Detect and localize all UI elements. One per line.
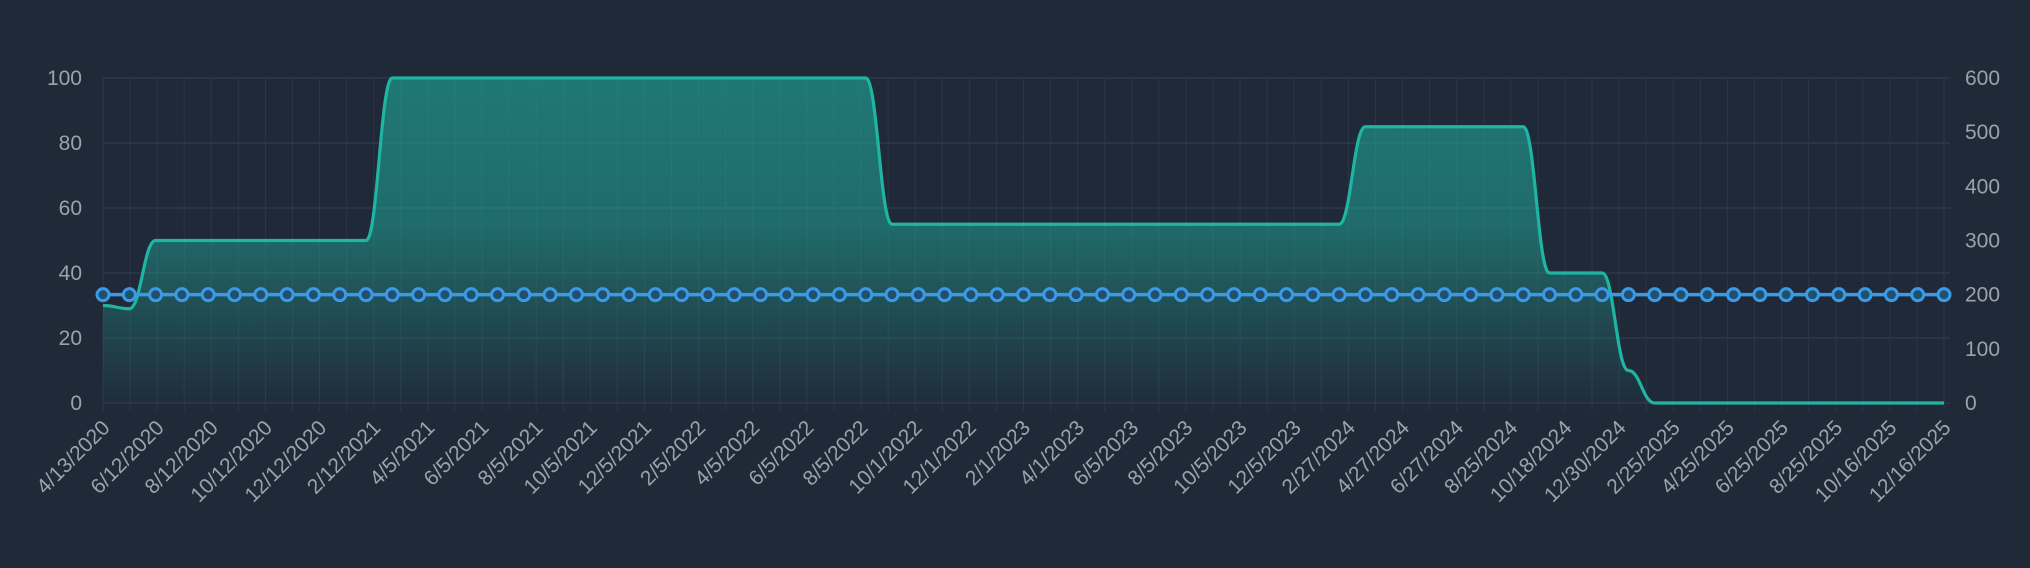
data-point-marker[interactable]	[1279, 287, 1294, 303]
data-point-marker[interactable]	[174, 287, 190, 303]
data-point-marker[interactable]	[227, 287, 242, 303]
data-point-marker[interactable]	[1252, 287, 1268, 303]
y-left-tick-label: 80	[59, 132, 82, 155]
data-point-marker[interactable]	[1883, 287, 1899, 303]
data-point-marker[interactable]	[858, 287, 874, 303]
data-point-marker[interactable]	[1568, 287, 1584, 303]
data-point-marker[interactable]	[884, 287, 900, 303]
data-point-marker[interactable]	[411, 287, 427, 303]
area-fill	[103, 78, 1944, 403]
data-point-marker[interactable]	[1699, 287, 1715, 303]
data-point-marker[interactable]	[95, 287, 111, 303]
data-point-marker[interactable]	[1384, 287, 1400, 303]
y-right-tick-label: 100	[1965, 338, 2000, 361]
y-right-tick-label: 400	[1965, 175, 2000, 198]
data-point-marker[interactable]	[700, 287, 716, 303]
data-point-marker[interactable]	[1936, 287, 1952, 303]
data-point-marker[interactable]	[1042, 287, 1058, 303]
data-point-marker[interactable]	[358, 287, 374, 303]
y-left-tick-label: 60	[59, 197, 82, 220]
data-point-marker[interactable]	[279, 287, 295, 303]
data-point-marker[interactable]	[1068, 287, 1084, 303]
data-point-marker[interactable]	[516, 287, 532, 303]
data-point-marker[interactable]	[200, 287, 216, 303]
y-right-tick-label: 600	[1965, 67, 2000, 90]
data-point-marker[interactable]	[1752, 287, 1768, 303]
data-point-marker[interactable]	[1200, 287, 1216, 303]
area-series	[102, 76, 1944, 405]
data-point-marker[interactable]	[1147, 287, 1163, 303]
data-point-marker[interactable]	[621, 287, 637, 303]
y-right-tick-label: 500	[1965, 121, 2000, 144]
data-point-marker[interactable]	[1489, 287, 1505, 303]
data-point-marker[interactable]	[1620, 287, 1636, 303]
data-point-marker[interactable]	[805, 287, 821, 303]
data-point-marker[interactable]	[647, 287, 663, 303]
data-point-marker[interactable]	[1805, 287, 1820, 303]
data-point-marker[interactable]	[1094, 287, 1110, 303]
data-point-marker[interactable]	[121, 287, 137, 303]
data-point-marker[interactable]	[1778, 287, 1794, 303]
x-axis-labels: 4/13/20206/12/20208/12/202010/12/202012/…	[32, 416, 1955, 507]
data-point-marker[interactable]	[253, 287, 269, 303]
y-left-tick-label: 20	[59, 327, 82, 350]
data-point-marker[interactable]	[463, 287, 479, 303]
data-point-marker[interactable]	[1121, 287, 1137, 303]
marker-line-series	[95, 287, 1952, 303]
data-point-marker[interactable]	[963, 287, 979, 303]
data-point-marker[interactable]	[384, 287, 400, 303]
data-point-marker[interactable]	[779, 287, 795, 303]
data-point-marker[interactable]	[1226, 287, 1242, 303]
data-point-marker[interactable]	[1410, 287, 1426, 303]
y-right-tick-label: 200	[1965, 284, 2000, 307]
data-point-marker[interactable]	[1357, 287, 1373, 303]
data-point-marker[interactable]	[726, 287, 742, 303]
y-right-tick-label: 300	[1965, 230, 2000, 253]
data-point-marker[interactable]	[831, 287, 847, 303]
data-point-marker[interactable]	[1857, 287, 1873, 303]
data-point-marker[interactable]	[1542, 287, 1557, 303]
data-point-marker[interactable]	[1463, 287, 1479, 303]
data-point-marker[interactable]	[1515, 287, 1531, 303]
data-point-marker[interactable]	[1173, 287, 1189, 303]
right-axis-labels: 0 100 200 300 400 500 600	[1965, 67, 2000, 415]
data-point-marker[interactable]	[1831, 287, 1847, 303]
y-left-tick-label: 100	[47, 67, 82, 90]
data-point-marker[interactable]	[753, 287, 768, 303]
data-point-marker[interactable]	[937, 287, 953, 303]
area-line	[102, 76, 1944, 405]
data-point-marker[interactable]	[1594, 287, 1610, 303]
data-point-marker[interactable]	[1910, 287, 1926, 303]
data-point-marker[interactable]	[595, 287, 611, 303]
data-point-marker[interactable]	[568, 287, 584, 303]
y-left-tick-label: 40	[59, 262, 82, 285]
y-right-tick-label: 0	[1965, 392, 1977, 415]
data-point-marker[interactable]	[490, 287, 505, 303]
y-left-tick-label: 0	[70, 392, 82, 415]
data-point-marker[interactable]	[1305, 287, 1321, 303]
data-point-marker[interactable]	[1016, 287, 1031, 303]
data-point-marker[interactable]	[1726, 287, 1742, 303]
data-point-marker[interactable]	[1436, 287, 1452, 303]
data-point-marker[interactable]	[305, 287, 321, 303]
data-point-marker[interactable]	[674, 287, 690, 303]
data-point-marker[interactable]	[148, 287, 164, 303]
left-axis-labels: 0 20 40 60 80 100	[47, 67, 82, 415]
data-point-marker[interactable]	[1331, 287, 1347, 303]
data-point-marker[interactable]	[542, 287, 558, 303]
data-point-marker[interactable]	[332, 287, 348, 303]
data-point-marker[interactable]	[910, 287, 926, 303]
data-point-marker[interactable]	[989, 287, 1005, 303]
data-point-marker[interactable]	[437, 287, 453, 303]
data-point-marker[interactable]	[1673, 287, 1689, 303]
data-point-marker[interactable]	[1647, 287, 1663, 303]
